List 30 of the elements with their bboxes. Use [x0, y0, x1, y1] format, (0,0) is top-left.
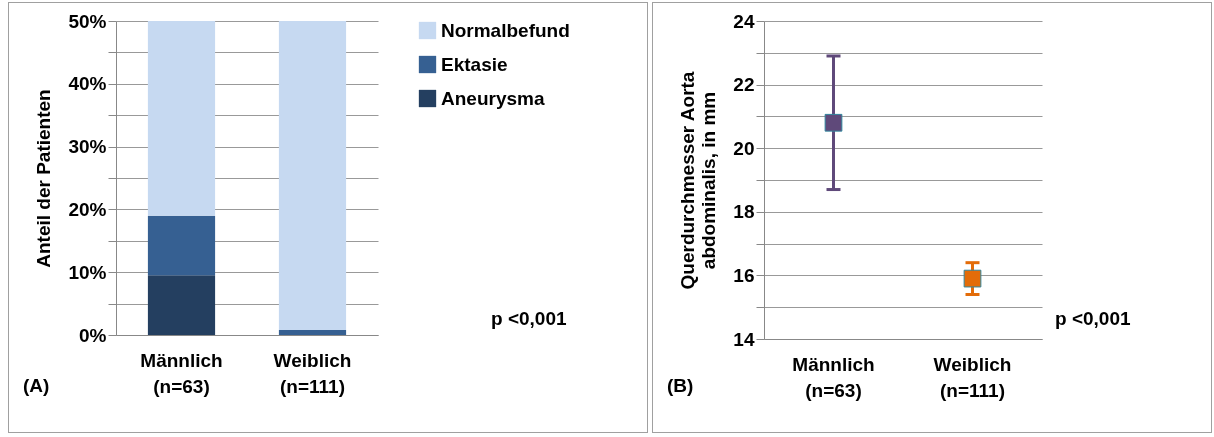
y-tick-label: 30% [68, 136, 107, 158]
y-axis-title: Querdurchmesser Aorta abdominalis, in mm [677, 71, 720, 290]
y-tick-label: 22 [733, 74, 755, 96]
text: p <0,001 [1055, 308, 1131, 330]
y-tick-label: 14 [733, 328, 755, 350]
y-tick-label: 24 [733, 10, 755, 32]
bar [147, 275, 216, 335]
bar [278, 21, 347, 330]
legend-label: Ektasie [441, 53, 508, 75]
text: (B) [667, 375, 694, 397]
y-tick-label: 18 [733, 201, 755, 223]
text: p <0,001 [491, 308, 567, 330]
y-tick-label: 20 [733, 137, 755, 159]
legend-label: Normalbefund [441, 19, 570, 41]
y-tick-label: 20% [68, 198, 107, 220]
y-tick-label: 10% [68, 261, 107, 283]
y-tick-label: 16 [733, 264, 755, 286]
bar [147, 21, 216, 216]
x-tick-label: Weiblich (n=111) [273, 349, 352, 397]
x-tick-label: Männlich (n=63) [140, 349, 223, 397]
bar [147, 215, 216, 276]
bar [278, 329, 347, 335]
y-tick-label: 0% [79, 324, 107, 346]
legend-label: Aneurysma [441, 87, 545, 109]
y-axis-title: Anteil der Patienten [33, 89, 55, 268]
x-tick-label: Weiblich (n=111) [933, 353, 1012, 401]
y-tick-label: 40% [68, 73, 107, 95]
y-tick-label: 50% [68, 10, 107, 32]
text: (A) [23, 375, 50, 397]
x-tick-label: Männlich (n=63) [792, 353, 875, 401]
